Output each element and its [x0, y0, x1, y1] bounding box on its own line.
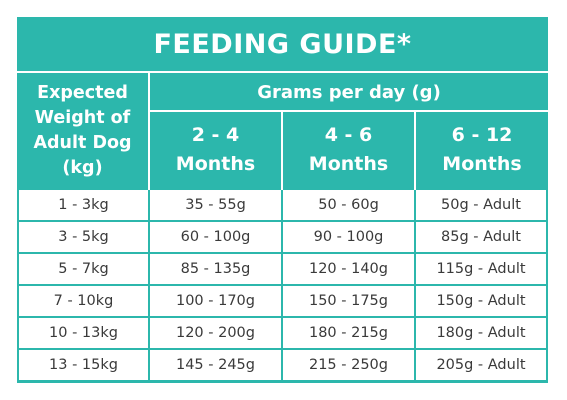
- age-header-label: 6 - 12 Months: [442, 124, 522, 175]
- cell-grams-6-12-months: 180g - Adult: [416, 318, 546, 348]
- cell-grams-6-12-months: 115g - Adult: [416, 254, 546, 284]
- cell-weight: 7 - 10kg: [19, 286, 148, 316]
- cell-grams-2-4-months: 85 - 135g: [150, 254, 281, 284]
- cell-grams-2-4-months: 35 - 55g: [150, 190, 281, 220]
- cell-grams-6-12-months: 85g - Adult: [416, 222, 546, 252]
- table-body: 1 - 3kg 35 - 55g 50 - 60g 50g - Adult 3 - 5k…: [19, 190, 546, 381]
- age-header-label: 2 - 4 Months: [175, 124, 256, 175]
- cell-weight: 13 - 15kg: [19, 350, 148, 380]
- cell-grams-4-6-months: 50 - 60g: [283, 190, 414, 220]
- weight-column-header-label: Expected Weight of Adult Dog (kg): [33, 83, 132, 178]
- cell-weight: 3 - 5kg: [19, 222, 148, 252]
- cell-weight: 10 - 13kg: [19, 318, 148, 348]
- cell-grams-4-6-months: 120 - 140g: [283, 254, 414, 284]
- cell-grams-4-6-months: 215 - 250g: [283, 350, 414, 380]
- age-header-2-4-months: 2 - 4 Months: [150, 112, 281, 188]
- age-header-label: 4 - 6 Months: [308, 124, 389, 175]
- header-divider: [148, 73, 150, 190]
- cell-grams-6-12-months: 205g - Adult: [416, 350, 546, 380]
- table-title: FEEDING GUIDE*: [153, 28, 412, 60]
- cell-grams-2-4-months: 120 - 200g: [150, 318, 281, 348]
- cell-grams-6-12-months: 50g - Adult: [416, 190, 546, 220]
- cell-grams-4-6-months: 150 - 175g: [283, 286, 414, 316]
- header-divider: [281, 112, 283, 190]
- cell-grams-2-4-months: 145 - 245g: [150, 350, 281, 380]
- feeding-guide-table: FEEDING GUIDE* Expected Weight of Adult …: [17, 17, 548, 383]
- cell-grams-6-12-months: 150g - Adult: [416, 286, 546, 316]
- cell-grams-4-6-months: 180 - 215g: [283, 318, 414, 348]
- cell-grams-4-6-months: 90 - 100g: [283, 222, 414, 252]
- grams-per-day-header: Grams per day (g): [257, 81, 441, 103]
- age-header-6-12-months: 6 - 12 Months: [416, 112, 548, 188]
- header-divider: [414, 112, 416, 190]
- age-header-4-6-months: 4 - 6 Months: [283, 112, 414, 188]
- cell-grams-2-4-months: 100 - 170g: [150, 286, 281, 316]
- title-divider: [17, 71, 548, 73]
- cell-grams-2-4-months: 60 - 100g: [150, 222, 281, 252]
- weight-column-header: Expected Weight of Adult Dog (kg): [17, 74, 148, 188]
- cell-weight: 5 - 7kg: [19, 254, 148, 284]
- header-divider: [150, 110, 548, 112]
- cell-weight: 1 - 3kg: [19, 190, 148, 220]
